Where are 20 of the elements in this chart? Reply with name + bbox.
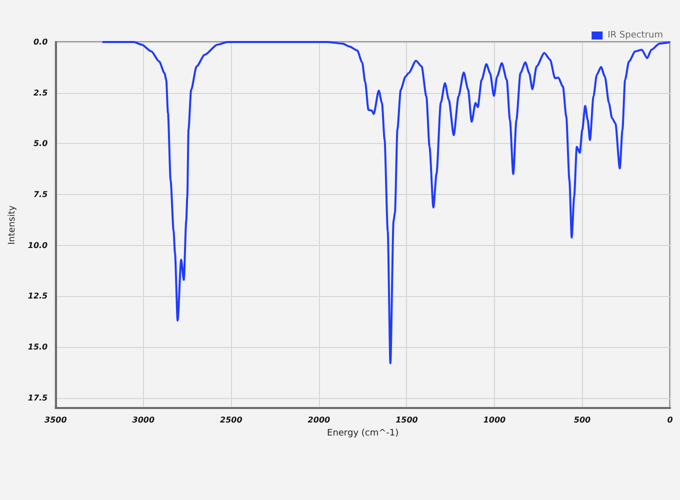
x-tick-label: 3500 xyxy=(44,416,68,424)
x-axis-title: Energy (cm^-1) xyxy=(327,428,399,438)
y-tick-label: 7.5 xyxy=(33,190,48,199)
legend-label: IR Spectrum xyxy=(608,30,664,40)
x-tick-label: 500 xyxy=(574,416,592,424)
x-tick-label: 2500 xyxy=(220,416,243,424)
y-tick-label: 5.0 xyxy=(33,139,48,148)
x-tick-label: 0 xyxy=(667,416,674,424)
y-tick-label: 15.0 xyxy=(28,342,48,352)
y-tick-label: 10.0 xyxy=(28,240,48,250)
y-axis-title: Intensity xyxy=(8,204,18,245)
y-tick-label: 2.5 xyxy=(33,88,48,98)
y-tick-label: 17.5 xyxy=(28,393,48,402)
x-tick-label: 1500 xyxy=(396,416,418,424)
x-tick-label: 1000 xyxy=(483,416,506,424)
line-series xyxy=(102,41,670,364)
x-tick-label: 3000 xyxy=(132,416,155,424)
y-tick-label: 12.5 xyxy=(28,292,48,301)
x-tick-label: 2000 xyxy=(308,416,331,424)
y-tick-label: 0.0 xyxy=(33,38,48,46)
